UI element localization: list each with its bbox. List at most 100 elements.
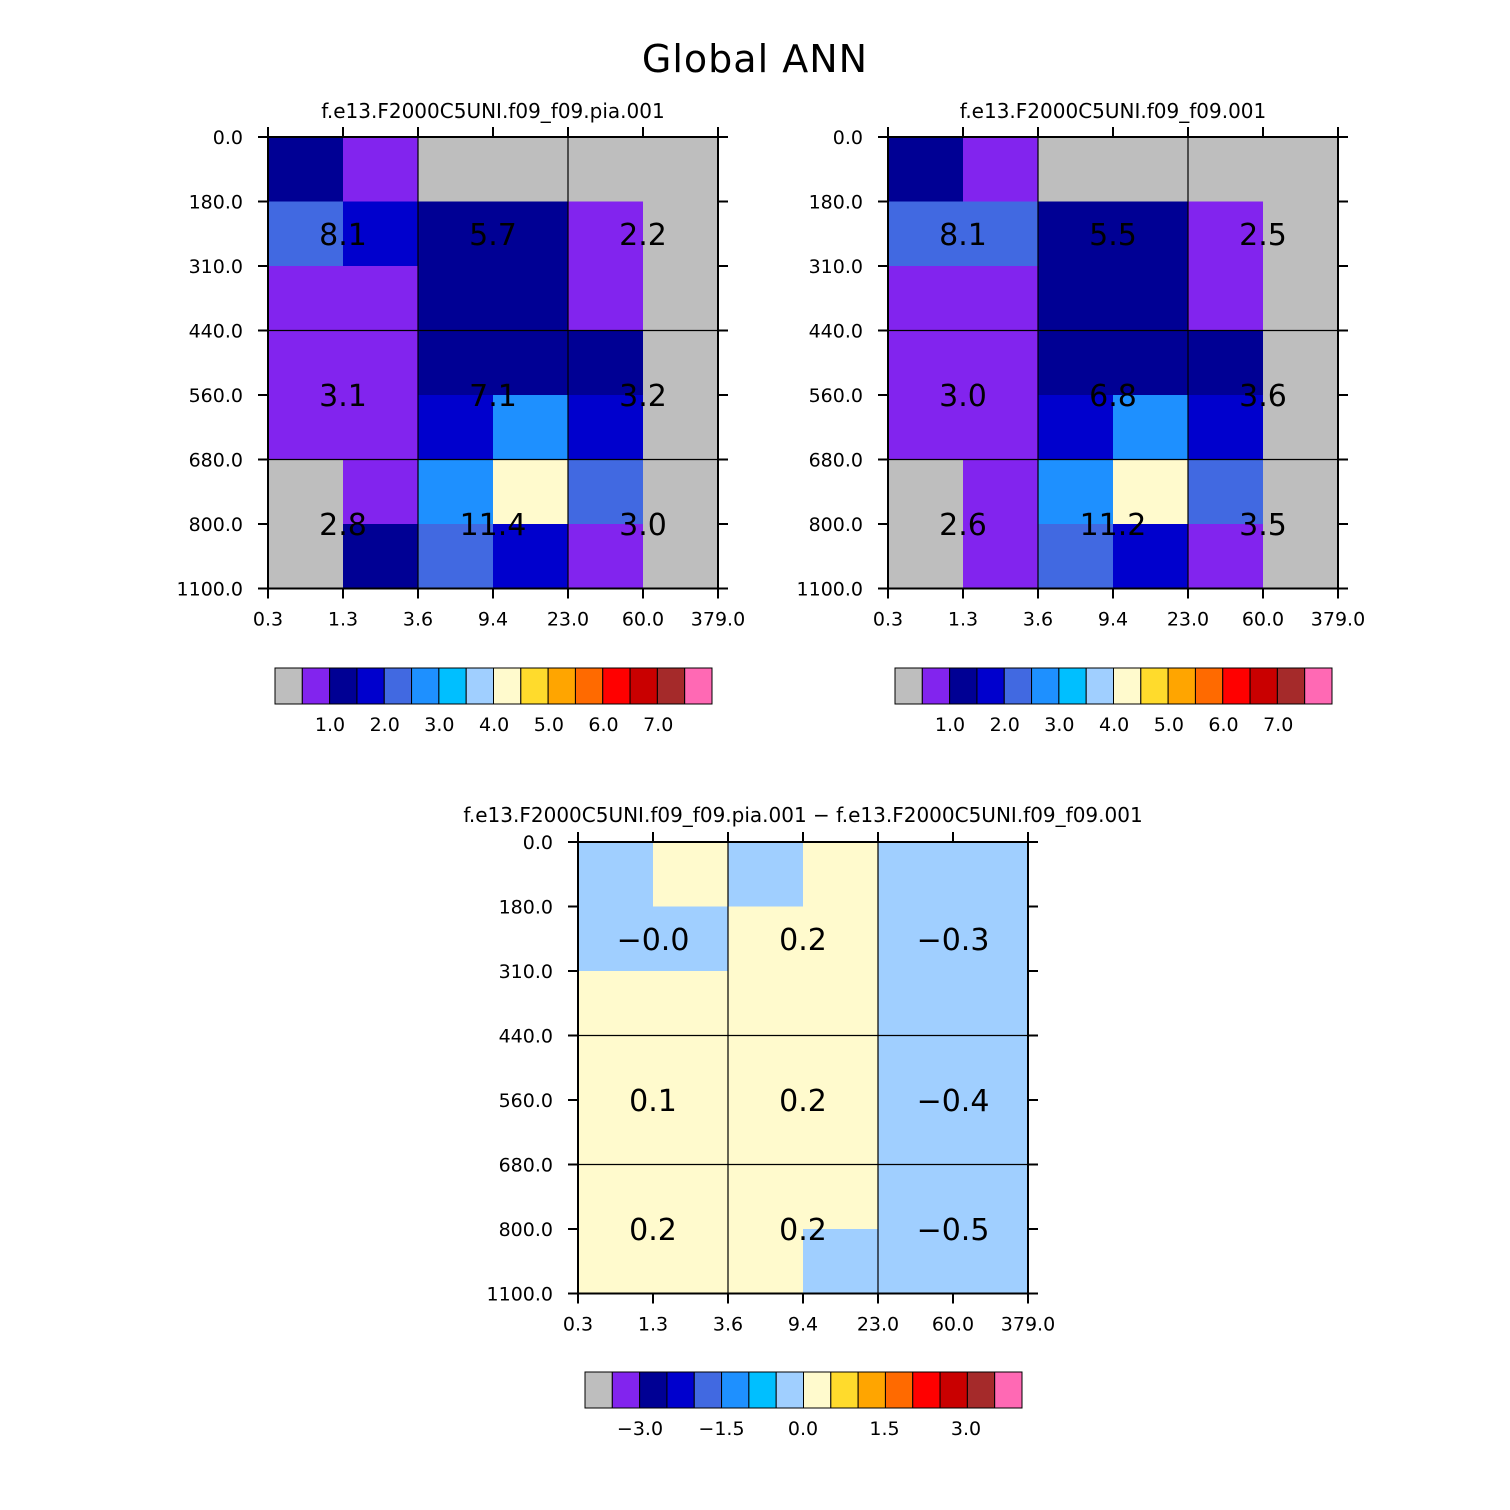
colorbar-box (574, 667, 604, 705)
cell-value-label: 3.6 (1239, 379, 1287, 414)
colorbar-box (1140, 667, 1169, 705)
heatmap-cell (953, 1100, 1029, 1165)
colorbar-box (775, 1371, 804, 1409)
heatmap-cell (653, 1035, 729, 1101)
heatmap-cell (268, 459, 344, 525)
colorbar-box (884, 1371, 914, 1409)
heatmap-cell (1263, 137, 1339, 202)
heatmap-cell (493, 266, 569, 331)
cell-value-label: 11.4 (460, 508, 527, 543)
colorbar-box (1304, 667, 1333, 705)
x-tick-label: 1.3 (948, 609, 978, 631)
heatmap-cell (803, 1035, 879, 1101)
heatmap-cell (728, 1229, 804, 1294)
heatmap-cell (1113, 395, 1189, 460)
y-tick-label: 680.0 (189, 450, 243, 472)
cell-value-label: 6.8 (1089, 379, 1137, 414)
colorbar-box (438, 667, 467, 705)
heatmap-cell (578, 906, 654, 972)
colorbar-box (803, 1371, 832, 1409)
heatmap-cell (963, 459, 1039, 525)
panel-difference: f.e13.F2000C5UNI.f09_f09.pia.001 − f.e13… (463, 803, 1142, 1440)
x-tick-label: 3.6 (1023, 609, 1053, 631)
cell-value-label: −0.5 (917, 1213, 990, 1248)
heatmap-cell (1263, 330, 1339, 396)
heatmap-cell (643, 201, 719, 267)
colorbar-box (721, 1371, 750, 1409)
colorbar-label: 3.0 (424, 714, 454, 736)
y-tick-label: 560.0 (809, 385, 863, 407)
heatmap-cell (653, 1229, 729, 1294)
heatmap-cell (878, 1229, 954, 1294)
heatmap-cell (418, 524, 494, 589)
heatmap-cell (963, 266, 1039, 331)
cell-value-label: 0.2 (779, 1213, 827, 1248)
y-tick-label: 180.0 (809, 192, 863, 214)
heatmap-cell (803, 1100, 879, 1165)
heatmap-cell (1038, 137, 1114, 202)
heatmap-cell (1113, 201, 1189, 267)
heatmap-cell (1188, 524, 1264, 589)
colorbar-label: 2.0 (990, 714, 1020, 736)
colorbar-box (894, 667, 923, 705)
heatmap-cell (953, 1164, 1029, 1230)
heatmap-cell (878, 971, 954, 1036)
heatmap-cell (888, 330, 964, 396)
heatmap-cell (268, 395, 344, 460)
colorbar-box (1276, 667, 1306, 705)
x-tick-label: 0.3 (563, 1314, 593, 1336)
colorbar-box (329, 667, 358, 705)
cell-value-label: 2.2 (619, 218, 667, 253)
heatmap-cell (963, 524, 1039, 589)
colorbar-box (1085, 667, 1114, 705)
cell-value-label: 5.5 (1089, 218, 1137, 253)
colorbar-box (1003, 667, 1033, 705)
heatmap-cell (643, 524, 719, 589)
colorbar-box (383, 667, 413, 705)
heatmap-cell (343, 137, 419, 202)
heatmap-cell (728, 1100, 804, 1165)
colorbar-box (547, 667, 576, 705)
heatmap-cell (878, 1035, 954, 1101)
colorbar-label: 5.0 (1154, 714, 1184, 736)
heatmap-cell (888, 201, 964, 267)
x-tick-label: 60.0 (1242, 609, 1284, 631)
heatmap-cell (1188, 330, 1264, 396)
colorbar-box (748, 1371, 777, 1409)
colorbar-box (356, 667, 385, 705)
colorbar-box (693, 1371, 723, 1409)
cell-value-label: 0.1 (629, 1084, 677, 1119)
heatmap-cell (728, 1035, 804, 1101)
heatmap-cell (803, 971, 879, 1036)
cell-value-label: 3.5 (1239, 508, 1287, 543)
heatmap-cell (568, 201, 644, 267)
heatmap-cell (803, 842, 879, 907)
heatmap-cell (578, 1100, 654, 1165)
x-tick-label: 0.3 (873, 609, 903, 631)
x-tick-label: 3.6 (403, 609, 433, 631)
heatmap-cell (643, 266, 719, 331)
heatmap-cell (578, 1229, 654, 1294)
colorbar-label: 6.0 (1208, 714, 1238, 736)
y-tick-label: 180.0 (499, 897, 553, 919)
y-tick-label: 680.0 (809, 450, 863, 472)
colorbar-box (301, 667, 331, 705)
heatmap-cell (1038, 524, 1114, 589)
heatmap-cell (1113, 330, 1189, 396)
heatmap-cell (418, 137, 494, 202)
colorbar-label: 7.0 (1263, 714, 1293, 736)
y-tick-label: 1100.0 (797, 579, 863, 601)
colorbar-label: −3.0 (617, 1418, 663, 1440)
y-tick-label: 1100.0 (177, 579, 243, 601)
heatmap-cell (268, 201, 344, 267)
colorbar-box (1249, 667, 1278, 705)
y-tick-label: 680.0 (499, 1155, 553, 1177)
heatmap-cell (343, 395, 419, 460)
colorbar-box (411, 667, 440, 705)
colorbar-box (629, 667, 658, 705)
heatmap-cell (1188, 266, 1264, 331)
x-tick-label: 9.4 (478, 609, 508, 631)
colorbar-box (857, 1371, 886, 1409)
heatmap-cell (418, 201, 494, 267)
colorbar-label: 3.0 (1044, 714, 1074, 736)
